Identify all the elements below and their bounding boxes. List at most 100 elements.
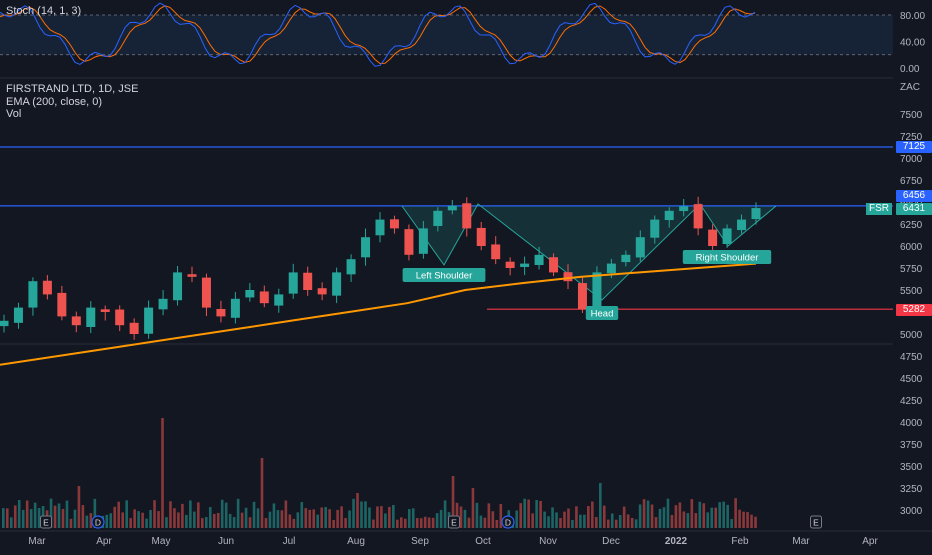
candle-body[interactable] (664, 210, 674, 221)
candle-body[interactable] (679, 206, 689, 212)
pattern-outline[interactable] (401, 203, 777, 301)
candle-body[interactable] (71, 316, 81, 326)
candle-body[interactable] (737, 219, 747, 231)
candle-body[interactable] (100, 309, 110, 312)
volume-bar (181, 503, 184, 528)
volume-bar (284, 500, 288, 528)
event-marker-dividend[interactable]: D (91, 515, 105, 529)
candle-body[interactable] (520, 263, 530, 267)
event-marker-earnings[interactable]: E (448, 515, 460, 529)
candle-body[interactable] (245, 290, 255, 298)
candle-body[interactable] (722, 228, 732, 244)
candle-body[interactable] (303, 272, 313, 290)
time-axis-label: Jun (218, 536, 234, 547)
candle-body[interactable] (621, 254, 631, 263)
candle-body[interactable] (549, 257, 559, 273)
candle-body[interactable] (173, 272, 183, 301)
candle-body[interactable] (187, 274, 197, 277)
time-axis-label: Apr (96, 536, 112, 547)
candle-body[interactable] (650, 219, 660, 238)
volume-bar (189, 500, 192, 528)
candle-body[interactable] (404, 229, 414, 255)
event-marker-earnings[interactable]: E (40, 515, 52, 529)
volume-bar (547, 516, 550, 528)
candle-body[interactable] (693, 204, 703, 229)
candle-body[interactable] (288, 272, 298, 294)
volume-bar (467, 517, 471, 528)
candle-body[interactable] (635, 237, 645, 258)
candle-body[interactable] (230, 298, 240, 318)
candle-body[interactable] (418, 228, 428, 254)
volume-bar (256, 508, 260, 528)
volume-bar (216, 512, 220, 528)
right-shoulder-label-box[interactable] (682, 250, 772, 264)
volume-legend[interactable]: Vol (6, 108, 22, 120)
volume-bar (403, 518, 407, 528)
volume-bar (252, 501, 256, 528)
candle-body[interactable] (86, 307, 96, 328)
volume-bar (13, 505, 17, 528)
volume-bar (384, 513, 387, 528)
stoch-axis-tick: 0.00 (900, 64, 920, 75)
candle-body[interactable] (751, 208, 761, 220)
candle-body[interactable] (462, 203, 472, 229)
candle-body[interactable] (216, 308, 226, 317)
volume-bar (634, 519, 638, 528)
candle-body[interactable] (28, 281, 38, 308)
event-marker-dividend[interactable]: D (501, 515, 515, 529)
time-axis-label: 2022 (665, 536, 688, 547)
svg-text:E: E (451, 518, 457, 528)
event-marker-earnings[interactable]: E (810, 515, 822, 529)
candle-body[interactable] (332, 272, 342, 296)
volume-bar (53, 505, 57, 528)
candle-body[interactable] (129, 322, 139, 334)
candle-body[interactable] (592, 272, 602, 311)
ema-legend[interactable]: EMA (200, close, 0) (6, 96, 102, 108)
ema-200-line[interactable] (0, 262, 757, 366)
candle-body[interactable] (577, 283, 587, 310)
time-axis-label: Aug (347, 536, 365, 547)
volume-bar (654, 517, 658, 528)
volume-bar (543, 511, 546, 528)
candle-body[interactable] (317, 288, 327, 295)
candle-body[interactable] (42, 280, 52, 295)
head-label-box[interactable] (585, 306, 619, 320)
candle-body[interactable] (361, 237, 371, 258)
candle-body[interactable] (447, 205, 457, 211)
candle-body[interactable] (389, 219, 399, 229)
candle-body[interactable] (491, 244, 501, 260)
candle-body[interactable] (606, 263, 616, 274)
candle-body[interactable] (13, 307, 23, 323)
candle-body[interactable] (708, 229, 718, 246)
candle-body[interactable] (433, 210, 443, 226)
symbol-legend[interactable]: FIRSTRAND LTD, 1D, JSE (6, 83, 139, 95)
candle-body[interactable] (115, 309, 125, 326)
candle-body[interactable] (158, 298, 168, 310)
volume-bar (204, 517, 208, 528)
volume-bar (376, 506, 379, 528)
candle-body[interactable] (505, 261, 515, 268)
volume-bar (726, 504, 729, 528)
volume-bar (332, 519, 335, 528)
candle-body[interactable] (57, 292, 67, 317)
candle-body[interactable] (259, 291, 269, 304)
volume-bar (431, 517, 435, 528)
volume-bar (37, 508, 41, 528)
candle-body[interactable] (476, 227, 486, 246)
volume-bar (264, 518, 268, 528)
stoch-axis-tick: 80.00 (900, 11, 925, 22)
left-shoulder-label-box[interactable] (402, 268, 486, 282)
stoch-k-line (0, 2, 756, 67)
candle-body[interactable] (0, 320, 9, 327)
candle-body[interactable] (534, 254, 544, 266)
candle-body[interactable] (375, 219, 385, 236)
volume-bar (734, 498, 737, 528)
time-axis-label: May (152, 536, 171, 547)
candle-body[interactable] (144, 307, 154, 334)
candle-body[interactable] (346, 259, 356, 275)
candle-body[interactable] (563, 272, 573, 282)
candle-body[interactable] (201, 277, 211, 308)
candle-body[interactable] (274, 294, 284, 306)
